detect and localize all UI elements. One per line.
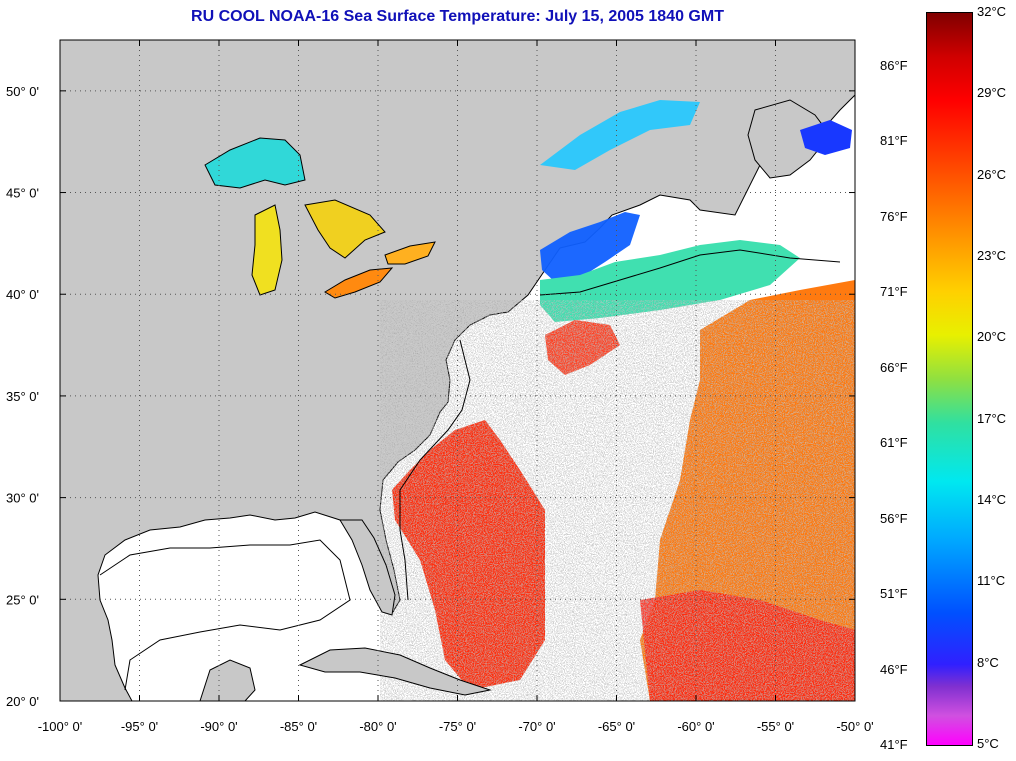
temperature-colorbar bbox=[926, 12, 973, 746]
lat-tick-label: 45° 0' bbox=[6, 186, 39, 201]
lon-tick-label: -95° 0' bbox=[121, 719, 158, 734]
lon-tick-label: -85° 0' bbox=[280, 719, 317, 734]
lake-huron bbox=[304, 199, 386, 259]
lake-superior bbox=[204, 137, 306, 189]
colorbar-fahrenheit-label: 61°F bbox=[880, 435, 908, 451]
colorbar-celsius-label: 32°C bbox=[977, 4, 1007, 19]
map-title: RU COOL NOAA-16 Sea Surface Temperature:… bbox=[191, 8, 724, 25]
cloud-mask bbox=[380, 300, 855, 701]
lake-erie bbox=[324, 267, 394, 299]
colorbar-fahrenheit-label: 81°F bbox=[880, 133, 908, 149]
colorbar-fahrenheit-label: 56°F bbox=[880, 510, 908, 526]
lon-tick-label: -90° 0' bbox=[200, 719, 237, 734]
sst-gulf-of-maine bbox=[540, 212, 640, 282]
lon-tick-label: -80° 0' bbox=[359, 719, 396, 734]
colorbar-fahrenheit-label: 71°F bbox=[880, 284, 908, 300]
isobath-200m-atlantic bbox=[399, 339, 471, 601]
graticule bbox=[60, 40, 855, 701]
colorbar-celsius-label: 14°C bbox=[977, 492, 1007, 507]
lat-tick-label: 20° 0' bbox=[6, 694, 39, 709]
colorbar-celsius-label: 11°C bbox=[977, 573, 1006, 589]
lat-tick-label: 50° 0' bbox=[6, 84, 39, 99]
lat-tick-label: 25° 0' bbox=[6, 592, 39, 607]
colorbar-fahrenheit-label: 66°F bbox=[880, 359, 908, 375]
lon-tick-label: -65° 0' bbox=[598, 719, 635, 734]
land-yucatan bbox=[199, 659, 256, 701]
colorbar-fahrenheit-label: 41°F bbox=[880, 737, 908, 752]
colorbar-celsius-label: 26°C bbox=[977, 166, 1007, 182]
lat-tick-label: 30° 0' bbox=[6, 491, 39, 506]
colorbar-celsius-label: 23°C bbox=[977, 248, 1007, 263]
colorbar-celsius-label: 29°C bbox=[977, 85, 1007, 101]
colorbar-celsius-label: 17°C bbox=[977, 410, 1007, 426]
lon-tick-label: -55° 0' bbox=[757, 719, 794, 734]
colorbar-fahrenheit-label: 76°F bbox=[880, 208, 908, 224]
sst-st-lawrence bbox=[540, 100, 700, 170]
latitude-axis: 20° 0' 25° 0' 30° 0' 35° 0' 40° 0' 45° 0' 50° … bbox=[6, 84, 855, 709]
colorbar-celsius-label: 20°C bbox=[977, 329, 1007, 345]
lat-tick-label: 40° 0' bbox=[6, 287, 39, 302]
isobath-200m-gulf bbox=[99, 539, 351, 691]
land-cuba bbox=[298, 647, 492, 696]
longitude-axis: -100° 0' -95° 0' -90° 0' -85° 0' -80° 0' -75°… bbox=[38, 40, 874, 734]
lon-tick-label: -75° 0' bbox=[439, 719, 476, 734]
lake-michigan bbox=[251, 204, 283, 296]
lon-tick-label: -50° 0' bbox=[836, 719, 873, 734]
colorbar-celsius-label: 5°C bbox=[977, 736, 999, 751]
colorbar-fahrenheit-label: 46°F bbox=[880, 661, 908, 677]
lon-tick-label: -60° 0' bbox=[677, 719, 714, 734]
lake-ontario bbox=[384, 241, 436, 265]
colorbar-fahrenheit-label: 51°F bbox=[880, 586, 908, 602]
sst-labrador bbox=[800, 120, 852, 155]
colorbar-celsius-label: 8°C bbox=[977, 654, 999, 670]
lon-tick-label: -70° 0' bbox=[518, 719, 555, 734]
lat-tick-label: 35° 0' bbox=[6, 389, 39, 404]
colorbar-fahrenheit-label: 86°F bbox=[880, 58, 908, 73]
isobath-200m-northeast bbox=[539, 249, 841, 296]
land-florida bbox=[339, 519, 396, 616]
land-newfoundland bbox=[747, 99, 831, 179]
lon-tick-label: -100° 0' bbox=[38, 719, 83, 734]
